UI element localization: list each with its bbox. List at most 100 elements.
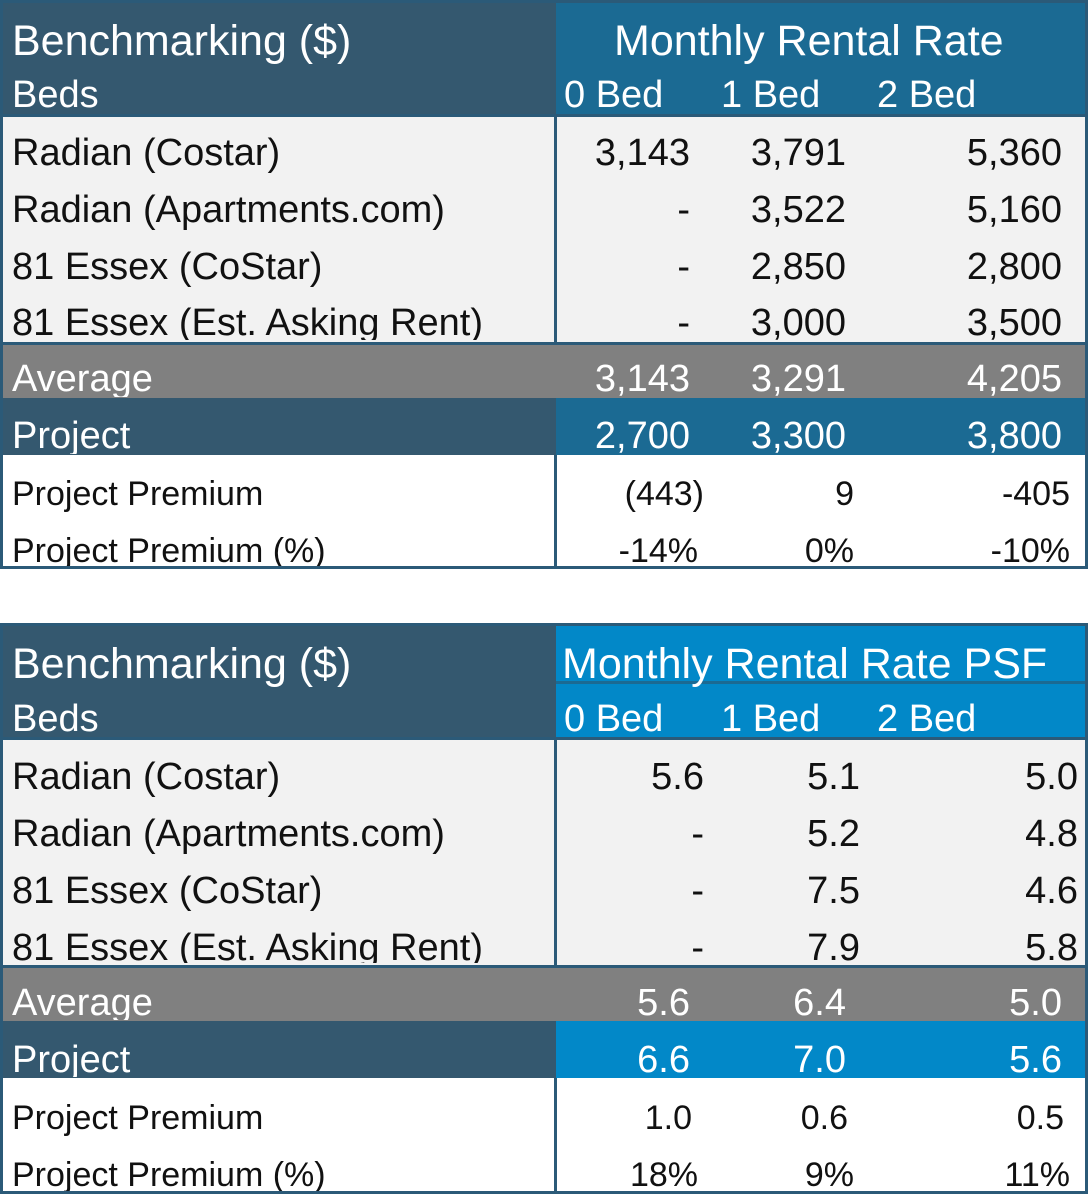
table-title: Benchmarking ($) bbox=[12, 17, 352, 65]
premium-pct-1bed: 0% bbox=[804, 532, 854, 566]
table-border bbox=[0, 0, 1088, 569]
header-left-bg bbox=[2, 2, 556, 114]
project-row-left-bg bbox=[2, 1021, 556, 1078]
row-label: Radian (Apartments.com) bbox=[12, 813, 445, 855]
bed-header-0: 0 Bed bbox=[564, 74, 664, 116]
body-bg bbox=[2, 737, 1086, 965]
bed-header-1: 1 Bed bbox=[721, 74, 821, 116]
cell-1bed: 5.2 bbox=[807, 813, 860, 855]
average-0bed: 3,143 bbox=[594, 358, 690, 397]
header-left-bg bbox=[2, 625, 556, 737]
premium-pct-label: Project Premium (%) bbox=[12, 532, 326, 566]
cell-2bed: 5.0 bbox=[1025, 756, 1078, 798]
group-header: Monthly Rental Rate bbox=[614, 17, 1004, 65]
cell-0bed: - bbox=[691, 927, 704, 963]
average-row: Average 3,143 3,291 4,205 bbox=[0, 345, 1088, 397]
row-label: Radian (Costar) bbox=[12, 132, 281, 174]
cell-1bed: 2,850 bbox=[750, 246, 846, 288]
premium-2bed: -405 bbox=[1001, 475, 1070, 513]
cell-1bed: 3,522 bbox=[750, 189, 846, 231]
row-label: 81 Essex (Est. Asking Rent) bbox=[12, 302, 483, 340]
premium-pct-label: Project Premium (%) bbox=[12, 1156, 326, 1191]
project-1bed: 7.0 bbox=[793, 1039, 846, 1077]
average-2bed: 5.0 bbox=[1009, 982, 1062, 1020]
project-0bed: 2,700 bbox=[594, 415, 690, 454]
average-1bed: 6.4 bbox=[793, 982, 846, 1020]
project-row: Project 2,700 3,300 3,800 bbox=[0, 398, 1088, 454]
average-label: Average bbox=[12, 982, 153, 1020]
project-row-right-bg bbox=[556, 398, 1086, 455]
average-row: Average 5.6 6.4 5.0 bbox=[0, 968, 1088, 1020]
premium-label: Project Premium bbox=[12, 1099, 264, 1137]
beds-label: Beds bbox=[12, 698, 99, 740]
project-label: Project bbox=[12, 415, 131, 454]
cell-0bed: - bbox=[691, 813, 704, 855]
bed-header-0: 0 Bed bbox=[564, 698, 664, 740]
cell-0bed: - bbox=[677, 246, 690, 288]
cell-2bed: 5,160 bbox=[966, 189, 1062, 231]
row-clip: 81 Essex (Est. Asking Rent) - 7.9 5.8 bbox=[0, 923, 1088, 963]
cell-1bed: 7.5 bbox=[807, 870, 860, 912]
row-label: 81 Essex (CoStar) bbox=[12, 246, 323, 288]
premium-label: Project Premium bbox=[12, 475, 264, 513]
header-right-divider bbox=[556, 681, 1086, 684]
column-divider bbox=[554, 737, 557, 965]
average-2bed: 4,205 bbox=[966, 358, 1062, 397]
table-title: Benchmarking ($) bbox=[12, 640, 352, 688]
project-row: Project 6.6 7.0 5.6 bbox=[0, 1021, 1088, 1077]
premium-pct-2bed: 11% bbox=[1004, 1156, 1070, 1191]
row-label: Radian (Apartments.com) bbox=[12, 189, 445, 231]
cell-2bed: 5.8 bbox=[1025, 927, 1078, 963]
benchmark-table-rent-psf: Benchmarking ($) Monthly Rental Rate PSF… bbox=[0, 623, 1088, 1194]
premium-divider bbox=[554, 455, 557, 567]
premium-1bed: 0.6 bbox=[800, 1099, 848, 1137]
cell-1bed: 3,791 bbox=[750, 132, 846, 174]
premium-2bed: 0.5 bbox=[1016, 1099, 1064, 1137]
project-0bed: 6.6 bbox=[637, 1039, 690, 1077]
premium-pct-0bed: 18% bbox=[629, 1156, 698, 1191]
body-bg bbox=[2, 114, 1086, 342]
premium-pct-1bed: 9% bbox=[804, 1156, 854, 1191]
row-label: Radian (Costar) bbox=[12, 756, 281, 798]
header-right-bg bbox=[556, 2, 1086, 114]
cell-2bed: 4.6 bbox=[1025, 870, 1078, 912]
bed-header-1: 1 Bed bbox=[721, 698, 821, 740]
project-2bed: 3,800 bbox=[966, 415, 1062, 454]
project-row-right-bg bbox=[556, 1021, 1086, 1078]
cell-2bed: 5,360 bbox=[966, 132, 1062, 174]
project-row-left-bg bbox=[2, 398, 556, 455]
cell-2bed: 4.8 bbox=[1025, 813, 1078, 855]
premium-0bed: (443) bbox=[624, 475, 704, 513]
cell-1bed: 3,000 bbox=[750, 302, 846, 340]
premium-pct-2bed: -10% bbox=[990, 532, 1070, 566]
cell-2bed: 3,500 bbox=[966, 302, 1062, 340]
table-border bbox=[0, 623, 1088, 1194]
premium-pct-0bed: -14% bbox=[618, 532, 698, 566]
project-label: Project bbox=[12, 1039, 131, 1077]
cell-0bed: - bbox=[691, 870, 704, 912]
project-2bed: 5.6 bbox=[1009, 1039, 1062, 1077]
premium-pct-row: Project Premium (%) 18% 9% 11% bbox=[0, 1146, 1088, 1191]
average-0bed: 5.6 bbox=[637, 982, 690, 1020]
cell-1bed: 7.9 bbox=[807, 927, 860, 963]
premium-divider bbox=[554, 1078, 557, 1192]
cell-0bed: - bbox=[677, 189, 690, 231]
row-label: 81 Essex (CoStar) bbox=[12, 870, 323, 912]
premium-bg bbox=[2, 1078, 1086, 1192]
column-divider bbox=[554, 114, 557, 342]
cell-2bed: 2,800 bbox=[966, 246, 1062, 288]
premium-bg bbox=[2, 455, 1086, 567]
row-label: 81 Essex (Est. Asking Rent) bbox=[12, 927, 483, 963]
premium-1bed: 9 bbox=[835, 475, 854, 513]
beds-label: Beds bbox=[12, 74, 99, 116]
row-clip: 81 Essex (Est. Asking Rent) - 3,000 3,50… bbox=[0, 300, 1088, 340]
average-1bed: 3,291 bbox=[750, 358, 846, 397]
cell-0bed: 3,143 bbox=[594, 132, 690, 174]
group-header: Monthly Rental Rate PSF bbox=[562, 640, 1048, 688]
average-row-bg bbox=[2, 342, 1086, 398]
benchmark-table-rent: Benchmarking ($) Monthly Rental Rate Bed… bbox=[0, 0, 1088, 569]
cell-0bed: - bbox=[677, 302, 690, 340]
project-1bed: 3,300 bbox=[750, 415, 846, 454]
cell-0bed: 5.6 bbox=[651, 756, 704, 798]
average-label: Average bbox=[12, 358, 153, 397]
